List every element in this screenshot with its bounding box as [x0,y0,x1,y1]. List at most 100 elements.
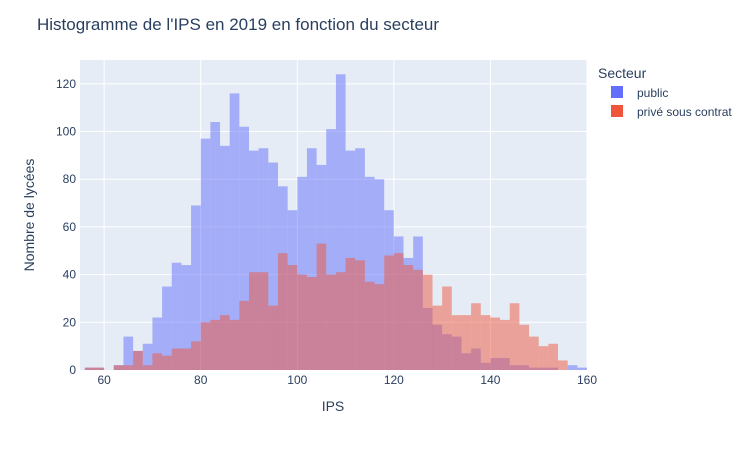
histogram-bar[interactable] [490,317,501,370]
y-axis-label: Nombre de lycées [21,159,37,272]
histogram-bar[interactable] [200,138,211,370]
histogram-bar[interactable] [500,319,510,370]
histogram-bar[interactable] [113,365,124,370]
histogram-bar[interactable] [442,286,452,370]
y-tick-label: 60 [63,220,77,234]
histogram-bar[interactable] [558,360,568,370]
histogram-bar[interactable] [345,257,356,370]
x-tick-label: 140 [480,373,500,387]
histogram-bar[interactable] [249,272,259,370]
histogram-bar[interactable] [519,324,530,370]
histogram-bar[interactable] [403,265,414,370]
histogram-bar[interactable] [538,346,549,370]
histogram-bar[interactable] [142,365,153,370]
histogram-bar[interactable] [181,265,192,370]
histogram-bar[interactable] [258,148,269,370]
legend-swatch-prive [611,105,623,117]
histogram-bar[interactable] [548,343,559,370]
histogram-bar[interactable] [297,176,307,370]
histogram-bar[interactable] [84,367,95,370]
histogram-bar[interactable] [229,93,240,370]
histogram-bar[interactable] [171,262,182,370]
histogram-bar[interactable] [306,277,317,370]
legend-swatch-public [611,86,623,98]
histogram-bar[interactable] [94,367,105,370]
histogram-bar[interactable] [162,286,172,370]
histogram-bar[interactable] [567,365,578,370]
x-tick-label: 160 [577,373,597,387]
histogram-bar[interactable] [316,243,327,370]
histogram-bar[interactable] [432,305,443,370]
histogram-bar[interactable] [451,315,462,370]
y-tick-label: 120 [56,77,76,91]
histogram-bar[interactable] [220,145,230,370]
x-tick-label: 80 [194,373,208,387]
y-axis-ticks: 0 20 40 60 80 100 120 [56,77,76,377]
histogram-bar[interactable] [374,284,385,370]
x-tick-label: 120 [384,373,404,387]
histogram-bar[interactable] [335,74,346,371]
y-tick-label: 40 [63,268,77,282]
histogram-bar[interactable] [133,350,143,370]
bars-layer [84,74,587,371]
histogram-bar[interactable] [413,269,423,370]
histogram-bar[interactable] [364,176,375,370]
y-tick-label: 20 [63,315,77,329]
histogram-bar[interactable] [210,122,221,370]
histogram-bar[interactable] [152,317,163,370]
y-tick-label: 80 [63,172,77,186]
histogram-bar[interactable] [200,322,211,370]
chart-title: Histogramme de l'IPS en 2019 en fonction… [37,15,439,34]
histogram-bar[interactable] [210,319,221,370]
histogram-bar[interactable] [268,305,278,370]
histogram-bar[interactable] [326,274,336,370]
histogram-bar[interactable] [181,348,192,370]
histogram-bar[interactable] [393,253,404,370]
legend-label-public: public [637,86,668,100]
histogram-bar[interactable] [277,253,288,370]
histogram-bar[interactable] [384,255,394,370]
histogram-bar[interactable] [239,300,249,370]
histogram-bar[interactable] [162,355,172,370]
histogram-bar[interactable] [374,179,385,370]
histogram-bar[interactable] [355,260,365,370]
histogram-bar[interactable] [422,274,433,370]
histogram-bar[interactable] [529,336,539,370]
legend-item-prive[interactable]: privé sous contrat [611,105,732,119]
legend: Secteur public privé sous contrat [598,65,732,119]
y-tick-label: 0 [69,363,76,377]
series-prive [84,243,568,370]
histogram-bar[interactable] [152,353,163,370]
y-tick-label: 100 [56,125,76,139]
histogram-bar[interactable] [142,343,153,370]
histogram-bar[interactable] [268,162,278,370]
histogram-bar[interactable] [171,348,182,370]
histogram-bar[interactable] [220,315,230,370]
histogram-bar[interactable] [471,303,481,370]
histogram-bar[interactable] [509,303,520,370]
legend-label-prive: privé sous contrat [637,105,732,119]
histogram-bar[interactable] [306,148,317,370]
histogram-bar[interactable] [461,315,472,370]
histogram-bar[interactable] [239,126,249,371]
histogram-bar[interactable] [326,129,336,370]
histogram-bar[interactable] [123,336,134,370]
histogram-bar[interactable] [480,315,491,370]
histogram-bar[interactable] [258,272,269,370]
legend-title: Secteur [598,65,647,81]
legend-item-public[interactable]: public [611,86,668,100]
histogram-bar[interactable] [229,319,240,370]
histogram-bar[interactable] [364,281,375,370]
histogram-bar[interactable] [191,341,201,370]
histogram-bar[interactable] [297,274,307,370]
histogram-bar[interactable] [335,272,346,370]
histogram-bar[interactable] [355,148,365,370]
histogram-bar[interactable] [249,150,259,370]
histogram-bar[interactable] [123,365,134,370]
x-tick-label: 100 [287,373,307,387]
x-axis-label: IPS [322,398,345,414]
histogram-bar[interactable] [287,265,298,370]
histogram-bar[interactable] [191,205,201,370]
histogram-bar[interactable] [577,367,587,370]
